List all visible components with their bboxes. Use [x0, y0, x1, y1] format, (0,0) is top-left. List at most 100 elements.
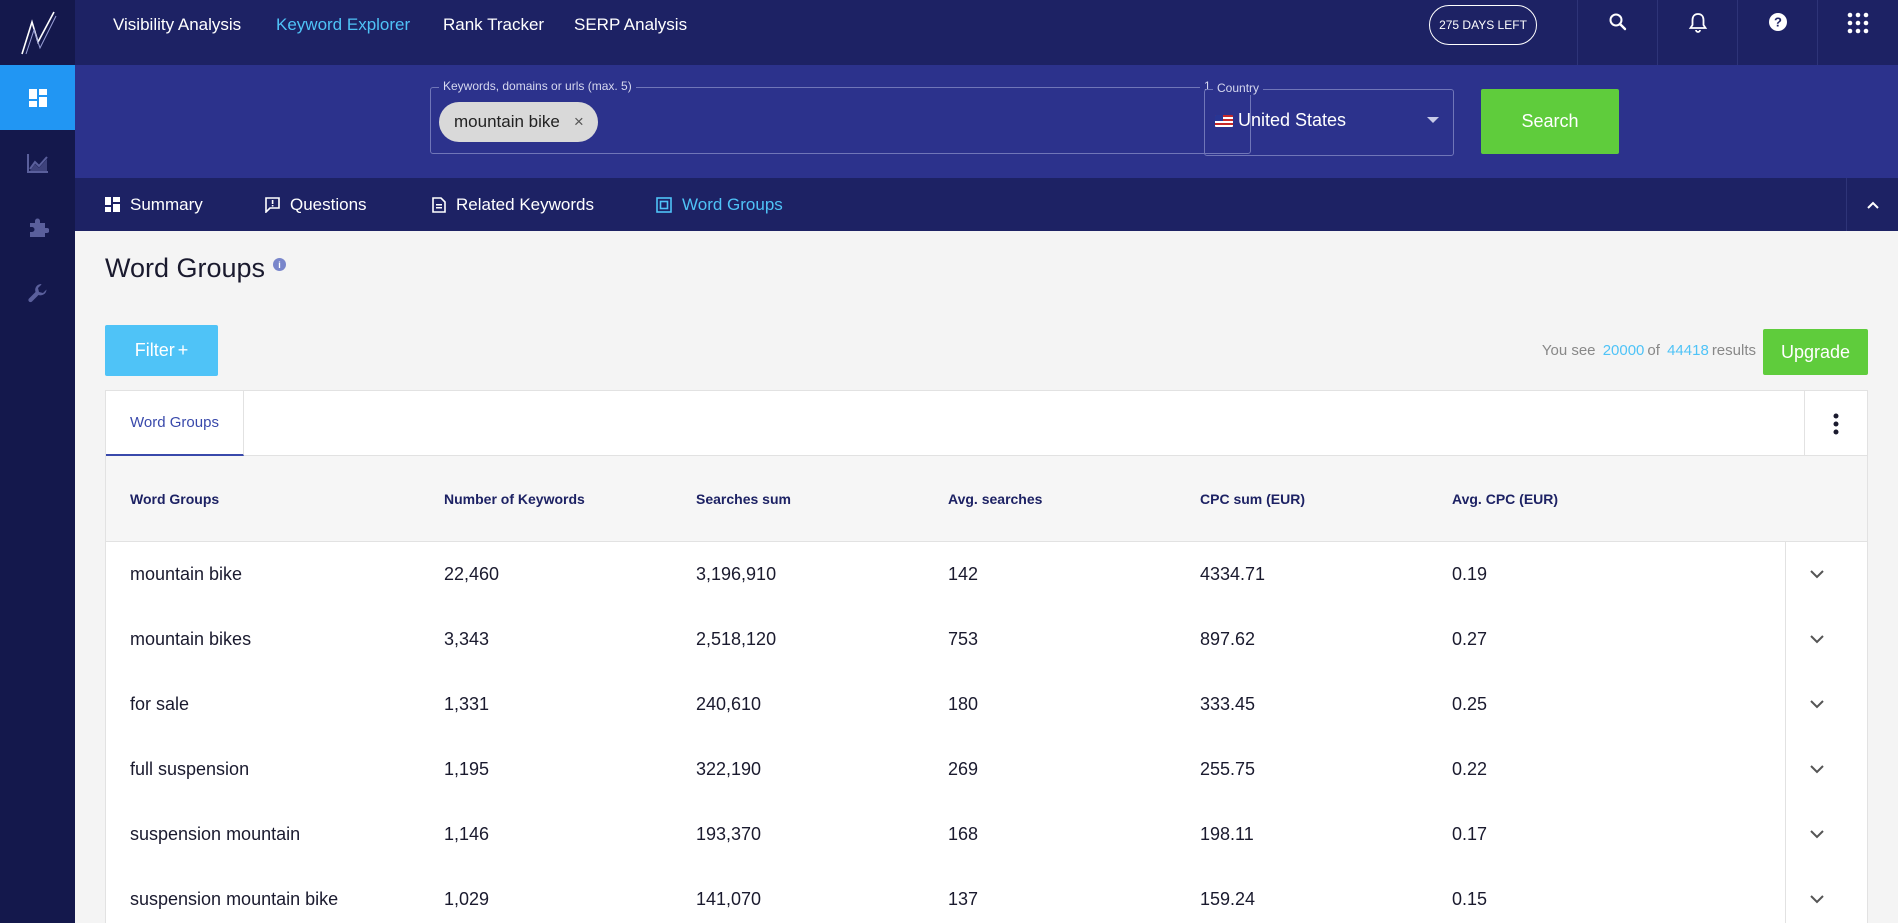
- nav-keyword-explorer[interactable]: Keyword Explorer: [276, 15, 411, 34]
- help-icon: ?: [1768, 13, 1787, 31]
- tab-related-keywords-label: Related Keywords: [456, 194, 594, 214]
- table-row[interactable]: suspension mountain bike 1,029 141,070 137 1…: [106, 867, 1867, 923]
- apps-button[interactable]: [1817, 0, 1898, 65]
- tab-word-groups[interactable]: Word Groups: [656, 178, 783, 231]
- sidebar-item-tools[interactable]: [0, 260, 75, 325]
- table-row[interactable]: suspension mountain 1,146 193,370 168 198.11…: [106, 802, 1867, 868]
- country-legend: Country: [1213, 81, 1264, 95]
- search-button[interactable]: [1577, 0, 1657, 65]
- column-cpc-sum[interactable]: CPC sum (EUR): [1200, 491, 1306, 507]
- cell-cpc-sum: 897.62: [1200, 629, 1256, 649]
- cell-cpc-sum: 198.11: [1200, 824, 1254, 844]
- notifications-button[interactable]: [1657, 0, 1737, 65]
- card-tab-word-groups[interactable]: Word Groups: [106, 391, 244, 456]
- cell-cpc-sum: 159.24: [1200, 889, 1256, 909]
- keyword-chip-label: mountain bike: [454, 112, 560, 131]
- table-row[interactable]: for sale 1,331 240,610 180 333.45 0.25: [106, 672, 1867, 738]
- expand-row-button[interactable]: [1785, 542, 1848, 607]
- tab-summary[interactable]: Summary: [105, 178, 203, 231]
- search-submit-button[interactable]: Search: [1481, 89, 1619, 154]
- upgrade-button[interactable]: Upgrade: [1763, 329, 1868, 375]
- sidebar-item-charts[interactable]: [0, 130, 75, 195]
- apps-grid-icon: [1847, 12, 1869, 34]
- sidebar: [0, 65, 75, 923]
- tab-summary-label: Summary: [130, 194, 203, 214]
- more-options-button[interactable]: [1804, 391, 1867, 456]
- bell-icon: [1688, 13, 1707, 33]
- expand-row-button[interactable]: [1785, 867, 1848, 923]
- sidebar-item-dashboard[interactable]: [0, 65, 75, 130]
- country-select[interactable]: Country United States: [1204, 81, 1454, 156]
- cell-cpc-sum: 4334.71: [1200, 564, 1266, 584]
- nav-serp-analysis[interactable]: SERP Analysis: [574, 15, 688, 34]
- results-of: of: [1647, 342, 1660, 359]
- related-keywords-icon: [432, 196, 446, 213]
- expand-row-button[interactable]: [1785, 802, 1848, 867]
- cell-word-group: mountain bike: [130, 564, 243, 584]
- app-logo[interactable]: [0, 0, 75, 65]
- us-flag-icon: [1215, 114, 1233, 127]
- cell-searches-sum: 141,070: [696, 889, 762, 909]
- days-left-badge[interactable]: 275 DAYS LEFT: [1429, 5, 1537, 45]
- help-button[interactable]: ?: [1737, 0, 1817, 65]
- table-header: Word Groups Number of Keywords Searches …: [106, 456, 1867, 542]
- info-icon[interactable]: i: [273, 258, 287, 271]
- cell-word-group: suspension mountain bike: [130, 889, 339, 909]
- search-icon: [1609, 13, 1626, 31]
- chevron-down-icon: [1810, 700, 1824, 709]
- cell-cpc-sum: 255.75: [1200, 759, 1256, 779]
- column-number-of-keywords[interactable]: Number of Keywords: [444, 491, 585, 507]
- tab-related-keywords[interactable]: Related Keywords: [432, 178, 594, 231]
- dashboard-icon: [28, 88, 47, 107]
- sidebar-item-integrations[interactable]: [0, 195, 75, 260]
- wrench-icon: [27, 283, 46, 302]
- top-navigation-bar: Visibility Analysis Keyword Explorer Ran…: [0, 0, 1898, 65]
- column-avg-searches[interactable]: Avg. searches: [948, 491, 1043, 507]
- column-avg-cpc[interactable]: Avg. CPC (EUR): [1452, 491, 1559, 507]
- tab-questions-label: Questions: [290, 194, 367, 214]
- keywords-input[interactable]: Keywords, domains or urls (max. 5) 1 of …: [430, 79, 1251, 154]
- expand-row-button[interactable]: [1785, 607, 1848, 672]
- cell-word-group: mountain bikes: [130, 629, 252, 649]
- cell-avg-searches: 142: [948, 564, 979, 584]
- table-row[interactable]: full suspension 1,195 322,190 269 255.75 0.22: [106, 737, 1867, 803]
- chevron-down-icon: [1810, 570, 1824, 579]
- cell-number-of-keywords: 1,146: [444, 824, 490, 844]
- tab-questions[interactable]: Questions: [265, 178, 367, 231]
- chevron-up-icon: [1866, 201, 1879, 209]
- expand-row-button[interactable]: [1785, 672, 1848, 737]
- summary-icon: [105, 197, 120, 212]
- explorer-tabs: Summary Questions Related Keywords Word …: [75, 178, 1898, 231]
- cell-number-of-keywords: 22,460: [444, 564, 500, 584]
- column-word-groups[interactable]: Word Groups: [130, 491, 220, 507]
- card-tabbar: [106, 391, 1867, 456]
- chart-icon: [26, 153, 48, 173]
- cell-avg-cpc: 0.27: [1452, 629, 1488, 649]
- country-value: United States: [1238, 110, 1347, 130]
- cell-avg-searches: 137: [948, 889, 979, 909]
- expand-row-button[interactable]: [1785, 737, 1848, 802]
- collapse-panel-button[interactable]: [1846, 178, 1898, 231]
- nav-rank-tracker[interactable]: Rank Tracker: [443, 15, 545, 34]
- table-row[interactable]: mountain bike 22,460 3,196,910 142 4334.71 0.…: [106, 542, 1867, 608]
- cell-word-group: for sale: [130, 694, 190, 714]
- table-row[interactable]: mountain bikes 3,343 2,518,120 753 897.62 0.2…: [106, 607, 1867, 673]
- chevron-down-icon: [1810, 765, 1824, 774]
- chevron-down-icon: [1810, 635, 1824, 644]
- results-suffix: results: [1711, 342, 1756, 359]
- chip-remove-icon[interactable]: ×: [573, 112, 584, 131]
- tab-word-groups-label: Word Groups: [682, 194, 783, 214]
- column-searches-sum[interactable]: Searches sum: [696, 491, 791, 507]
- cell-searches-sum: 3,196,910: [696, 564, 777, 584]
- word-groups-card: Word Groups Word Groups Number of Keywor…: [105, 390, 1868, 923]
- cell-number-of-keywords: 1,331: [444, 694, 490, 714]
- filter-button[interactable]: Filter +: [105, 325, 218, 376]
- nav-visibility-analysis[interactable]: Visibility Analysis: [113, 15, 242, 34]
- filter-button-label: Filter: [134, 340, 175, 360]
- cell-avg-searches: 168: [948, 824, 979, 844]
- keyword-chip[interactable]: mountain bike ×: [439, 102, 598, 142]
- cell-avg-cpc: 0.15: [1452, 889, 1488, 909]
- chevron-down-icon: [1810, 895, 1824, 904]
- page-title-text: Word Groups: [105, 253, 266, 283]
- cell-searches-sum: 322,190: [696, 759, 762, 779]
